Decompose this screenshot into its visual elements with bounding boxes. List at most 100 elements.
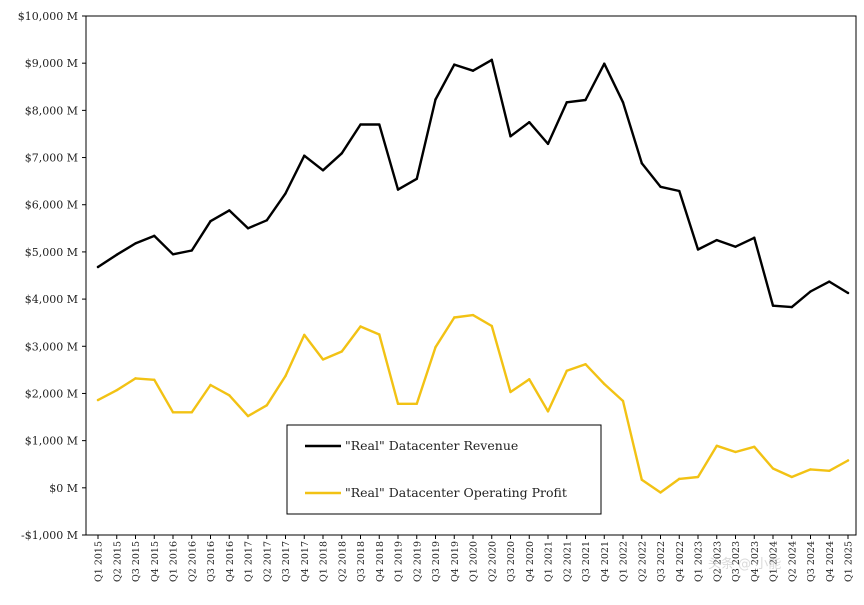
data-point-revenue <box>753 236 756 239</box>
data-point-operating-profit <box>340 350 343 353</box>
x-tick-label: Q1 2016 <box>169 541 180 582</box>
data-point-revenue <box>640 162 643 165</box>
x-tick-label: Q3 2018 <box>356 541 367 582</box>
data-point-operating-profit <box>190 411 193 414</box>
data-point-revenue <box>771 304 775 307</box>
x-tick-label: Q1 2020 <box>469 541 480 582</box>
data-point-revenue <box>490 58 493 62</box>
data-point-operating-profit <box>621 399 625 403</box>
data-point-revenue <box>603 62 606 65</box>
y-tick-label: $7,000 M <box>25 152 78 165</box>
data-point-revenue <box>303 154 306 157</box>
data-point-operating-profit <box>471 313 475 317</box>
data-point-operating-profit <box>434 346 437 349</box>
data-point-revenue <box>546 142 550 146</box>
data-point-operating-profit <box>115 388 118 392</box>
data-point-revenue <box>153 234 156 238</box>
data-point-operating-profit <box>734 450 737 454</box>
data-point-operating-profit <box>828 469 831 473</box>
data-point-operating-profit <box>528 378 531 381</box>
x-tick-label: Q3 2020 <box>506 541 517 582</box>
data-point-operating-profit <box>321 358 325 361</box>
data-point-operating-profit <box>659 491 662 494</box>
data-point-operating-profit <box>678 477 681 481</box>
data-point-revenue <box>96 265 100 269</box>
x-tick-label: Q1 2017 <box>244 541 255 582</box>
data-point-operating-profit <box>696 475 700 479</box>
x-tick-label: Q2 2022 <box>637 541 648 582</box>
data-point-operating-profit <box>846 459 850 462</box>
x-tick-label: Q2 2018 <box>337 541 348 582</box>
data-point-operating-profit <box>809 468 812 471</box>
data-point-operating-profit <box>359 325 362 328</box>
data-point-revenue <box>209 220 212 223</box>
data-point-operating-profit <box>584 363 587 366</box>
data-point-operating-profit <box>396 402 400 406</box>
y-tick-label: $8,000 M <box>25 104 78 117</box>
data-point-operating-profit <box>246 414 250 418</box>
data-point-revenue <box>715 238 718 242</box>
data-point-revenue <box>246 227 250 230</box>
data-point-operating-profit <box>228 394 231 397</box>
x-tick-label: Q1 2015 <box>94 541 105 582</box>
data-point-revenue <box>565 101 568 104</box>
x-tick-label: Q1 2018 <box>319 541 330 582</box>
data-point-operating-profit <box>509 390 512 394</box>
x-tick-label: Q4 2024 <box>825 541 836 582</box>
x-tick-label: Q1 2023 <box>694 541 705 582</box>
legend: "Real" Datacenter Revenue "Real" Datacen… <box>286 424 602 515</box>
data-point-operating-profit <box>265 404 268 407</box>
data-point-revenue <box>115 253 118 256</box>
data-point-operating-profit <box>565 369 568 373</box>
data-point-revenue <box>415 177 418 180</box>
data-point-revenue <box>790 305 793 309</box>
x-tick-label: Q1 2019 <box>394 541 405 582</box>
data-point-revenue <box>471 69 475 72</box>
y-tick-label: $9,000 M <box>25 57 78 70</box>
x-tick-label: Q4 2023 <box>750 541 761 582</box>
data-point-revenue <box>509 135 512 138</box>
data-point-operating-profit <box>490 324 493 328</box>
y-tick-label: $4,000 M <box>25 293 78 306</box>
y-tick-label: $6,000 M <box>25 199 78 212</box>
data-point-operating-profit <box>171 411 175 414</box>
data-point-revenue <box>359 123 362 126</box>
data-point-revenue <box>134 242 137 245</box>
x-tick-label: Q3 2023 <box>731 541 742 582</box>
y-axis: $10,000 M $9,000 M $8,000 M $7,000 M $6,000 … <box>18 10 857 542</box>
x-tick-label: Q1 2024 <box>769 541 780 582</box>
x-tick-label: Q3 2017 <box>281 541 292 582</box>
x-tick-label: Q2 2015 <box>112 541 123 582</box>
x-tick-label: Q2 2023 <box>712 541 723 582</box>
y-tick-label: $10,000 M <box>18 10 78 23</box>
x-tick-label: Q4 2020 <box>525 541 536 582</box>
series-lines <box>96 58 850 494</box>
data-point-operating-profit <box>415 402 418 406</box>
data-point-revenue <box>678 189 681 193</box>
data-point-revenue <box>396 188 400 191</box>
data-point-revenue <box>528 120 531 124</box>
x-tick-label: Q2 2019 <box>412 541 423 582</box>
x-tick-label: Q2 2016 <box>187 541 198 582</box>
x-tick-label: Q4 2022 <box>675 541 686 582</box>
y-tick-label: $5,000 M <box>25 246 78 259</box>
data-point-operating-profit <box>715 444 718 448</box>
data-point-revenue <box>321 169 325 172</box>
data-point-operating-profit <box>134 377 137 380</box>
x-tick-label: Q4 2018 <box>375 541 386 582</box>
x-tick-label: Q1 2025 <box>844 541 855 582</box>
data-point-revenue <box>809 290 812 293</box>
x-tick-label: Q3 2022 <box>656 541 667 582</box>
data-point-revenue <box>284 192 287 195</box>
watermark: 头条 @ 小能 <box>708 556 781 572</box>
legend-label-revenue: "Real" Datacenter Revenue <box>345 438 518 453</box>
data-point-operating-profit <box>771 467 775 470</box>
x-tick-label: Q2 2024 <box>787 541 798 582</box>
x-tick-label: Q1 2021 <box>544 541 555 582</box>
data-point-revenue <box>734 245 737 248</box>
data-point-operating-profit <box>546 410 550 413</box>
data-point-operating-profit <box>153 378 156 381</box>
x-tick-label: Q3 2016 <box>206 541 217 582</box>
data-point-operating-profit <box>753 445 756 448</box>
